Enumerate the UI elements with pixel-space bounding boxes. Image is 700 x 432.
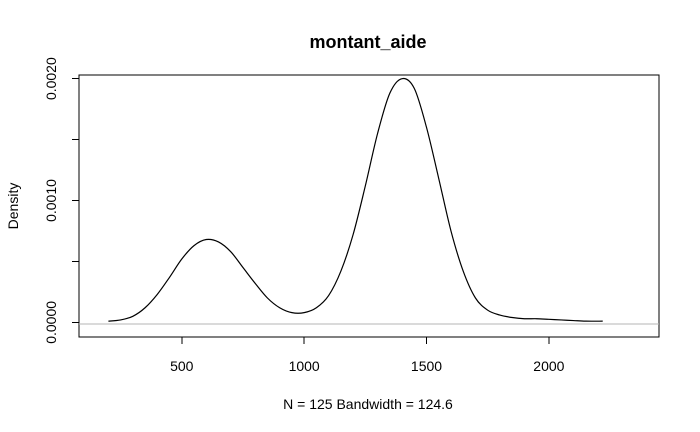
x-axis-label: N = 125 Bandwidth = 124.6 (283, 396, 453, 412)
y-tick-label: 0.0010 (43, 179, 59, 222)
x-axis: 500 1000 1500 2000 (170, 336, 565, 374)
x-tick-label: 1500 (411, 358, 442, 374)
x-tick-label: 500 (170, 358, 194, 374)
x-tick-label: 1000 (289, 358, 320, 374)
y-tick-label: 0.0020 (43, 57, 59, 100)
y-axis: 0.0000 0.0010 0.0020 (43, 57, 80, 344)
plot-frame (78, 74, 660, 338)
x-tick-label: 2000 (533, 358, 564, 374)
y-axis-label: Density (5, 183, 21, 230)
density-curve (108, 77, 603, 322)
chart-title: montant_aide (309, 32, 426, 52)
y-tick-label: 0.0000 (43, 301, 59, 344)
